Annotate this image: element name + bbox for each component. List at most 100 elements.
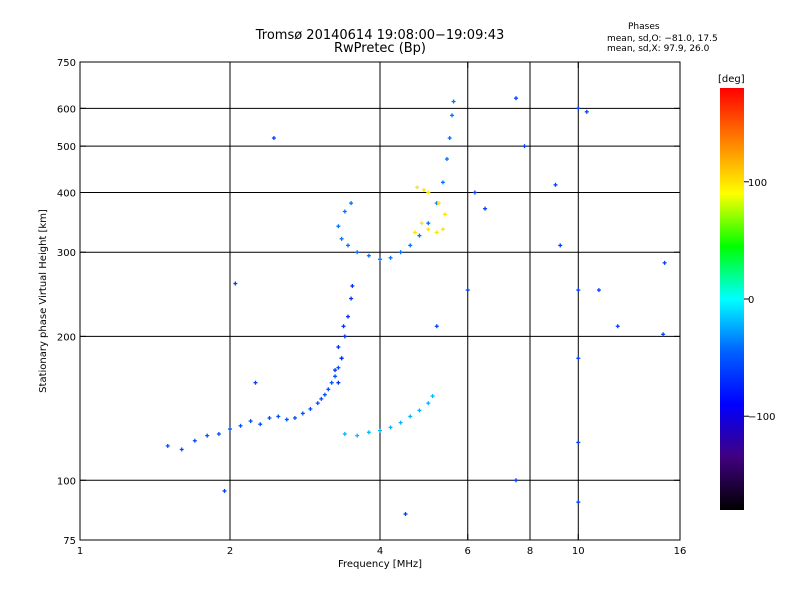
data-point (319, 396, 324, 401)
data-point (430, 394, 435, 399)
data-points (165, 96, 667, 517)
data-point (576, 356, 581, 361)
data-point (417, 408, 422, 413)
data-point (417, 233, 422, 238)
data-point (333, 374, 338, 379)
data-point (339, 356, 344, 361)
data-point (345, 314, 350, 319)
data-point (558, 243, 563, 248)
data-point (333, 368, 338, 373)
data-point (300, 411, 305, 416)
phases-x-stats: mean, sd,X: 97.9, 26.0 (607, 44, 710, 54)
y-tick-label: 400 (57, 188, 76, 199)
x-axis-ticks: 1 2 4 6 8 10 16 (77, 62, 687, 557)
grid-lines (80, 62, 680, 540)
colorbar (720, 88, 744, 510)
x-tick-label: 10 (572, 546, 585, 557)
data-point (388, 255, 393, 260)
data-point (179, 447, 184, 452)
data-point (284, 417, 289, 422)
data-point (322, 392, 327, 397)
colorbar-label: [deg] (718, 74, 745, 85)
data-point (336, 224, 341, 229)
x-tick-label: 4 (377, 546, 383, 557)
data-point (553, 182, 558, 187)
data-point (228, 427, 232, 432)
data-point (419, 221, 424, 226)
data-point (355, 433, 360, 438)
data-point (596, 288, 601, 293)
data-point (276, 414, 281, 419)
data-point (339, 236, 344, 241)
x-tick-label: 8 (527, 546, 533, 557)
x-tick-label: 16 (674, 546, 687, 557)
data-point (253, 380, 258, 385)
data-point (440, 180, 445, 185)
data-point (426, 227, 431, 232)
y-tick-label: 75 (63, 536, 76, 547)
data-point (238, 423, 243, 428)
data-point (576, 500, 581, 505)
data-point (342, 431, 347, 436)
data-point (421, 187, 426, 192)
data-point (451, 99, 456, 104)
data-point (426, 401, 431, 406)
data-point (326, 387, 331, 392)
data-point (615, 324, 620, 329)
data-point (315, 401, 320, 406)
data-point (336, 345, 341, 350)
data-point (447, 136, 452, 141)
phases-title: Phases (628, 22, 660, 32)
data-point (483, 206, 488, 211)
colorbar-tick-label: −100 (748, 412, 775, 423)
data-point (442, 212, 447, 217)
data-point (258, 422, 263, 427)
data-point (408, 414, 413, 419)
data-point (336, 365, 341, 370)
data-point (576, 106, 581, 111)
colorbar-ticks: 100 0 −100 (744, 178, 775, 423)
y-tick-label: 300 (57, 248, 76, 259)
data-point (341, 324, 346, 329)
data-point (308, 406, 313, 411)
data-point (412, 230, 417, 235)
colorbar-tick-label: 0 (748, 295, 754, 306)
y-tick-label: 600 (57, 104, 76, 115)
data-point (450, 113, 455, 118)
chart-subtitle: RwPretec (Bp) (333, 41, 427, 56)
data-point (398, 250, 403, 255)
data-point (514, 96, 519, 101)
x-axis-label: Frequency [MHz] (338, 559, 422, 570)
chart-title: Tromsø 20140614 19:08:00−19:09:43 (255, 28, 505, 43)
colorbar-tick-label: 100 (748, 178, 767, 189)
y-tick-label: 200 (57, 332, 76, 343)
data-point (222, 488, 227, 493)
data-point (378, 257, 382, 262)
data-point (165, 443, 170, 448)
data-point (271, 136, 276, 141)
data-point (662, 260, 667, 265)
y-tick-label: 100 (57, 476, 76, 487)
y-axis-ticks: 75 100 200 300 400 500 600 750 (57, 58, 680, 547)
y-tick-label: 750 (57, 58, 76, 69)
data-point (349, 201, 354, 206)
data-point (434, 230, 439, 235)
data-point (444, 157, 449, 162)
data-point (366, 253, 371, 258)
data-point (398, 420, 403, 425)
y-tick-label: 500 (57, 142, 76, 153)
data-point (576, 288, 581, 293)
data-point (514, 478, 519, 483)
data-point (205, 433, 210, 438)
data-point (248, 419, 253, 424)
data-point (472, 190, 477, 195)
data-point (192, 438, 197, 443)
data-point (342, 334, 347, 339)
data-point (522, 144, 527, 149)
data-point (233, 281, 238, 286)
data-point (465, 288, 470, 293)
data-point (576, 440, 581, 445)
data-point (440, 227, 445, 232)
x-tick-label: 6 (465, 546, 471, 557)
